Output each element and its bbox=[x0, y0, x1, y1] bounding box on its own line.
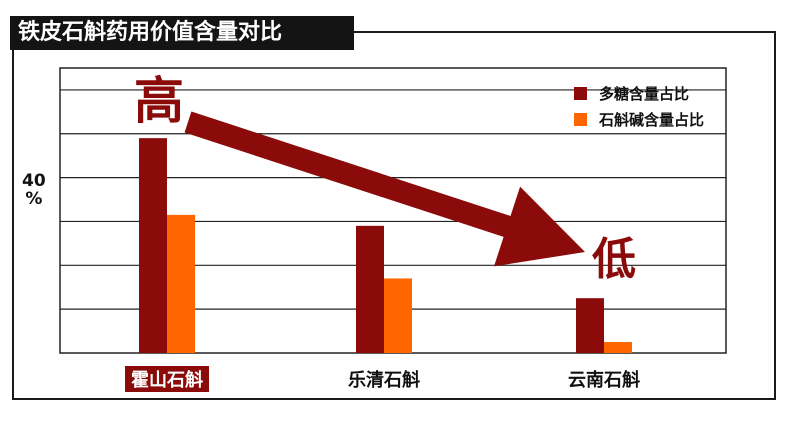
category-label-huoshan: 霍山石斛 bbox=[125, 366, 209, 392]
category-label-yueqing: 乐清石斛 bbox=[348, 370, 420, 391]
legend-item-polysaccharide: 多糖含量占比 bbox=[574, 80, 704, 106]
legend-label-polysaccharide: 多糖含量占比 bbox=[599, 84, 690, 103]
annotation-high: 高 bbox=[134, 72, 184, 130]
bar-dendrobine-yunnan bbox=[604, 342, 632, 353]
legend-item-dendrobine: 石斛碱含量占比 bbox=[574, 106, 704, 132]
legend: 多糖含量占比 石斛碱含量占比 bbox=[574, 80, 704, 132]
trend-arrow-layer bbox=[184, 111, 585, 267]
chart-title: 铁皮石斛药用价值含量对比 bbox=[10, 16, 354, 50]
y-axis-label: 40 % bbox=[22, 172, 46, 208]
bar-dendrobine-huoshan bbox=[167, 214, 195, 353]
bar-dendrobine-yueqing bbox=[384, 278, 412, 353]
bar-polysaccharide-huoshan bbox=[139, 138, 167, 353]
bar-polysaccharide-yunnan bbox=[576, 298, 604, 353]
trend-arrow bbox=[184, 111, 585, 267]
bar-polysaccharide-yueqing bbox=[356, 225, 384, 353]
legend-swatch-dendrobine bbox=[574, 112, 587, 126]
frame-border-left bbox=[12, 50, 14, 399]
legend-label-dendrobine: 石斛碱含量占比 bbox=[599, 110, 705, 129]
y-axis-unit: % bbox=[25, 189, 43, 209]
bars bbox=[139, 138, 632, 353]
title-rule bbox=[354, 31, 775, 33]
frame-border-right bbox=[774, 31, 776, 399]
y-axis-value: 40 bbox=[22, 171, 46, 191]
legend-swatch-polysaccharide bbox=[574, 86, 587, 100]
frame-border-bottom bbox=[12, 398, 776, 400]
annotation-low: 低 bbox=[592, 234, 636, 285]
category-label-yunnan: 云南石斛 bbox=[568, 370, 640, 391]
